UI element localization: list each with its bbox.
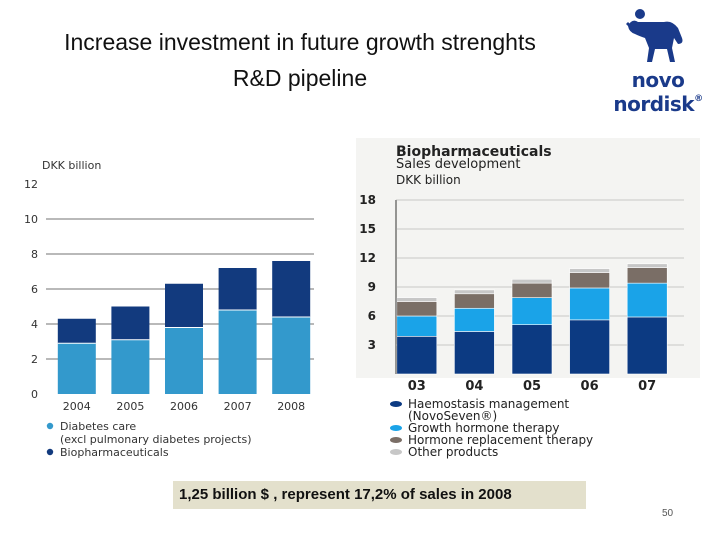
slide-title: Increase investment in future growth str… [0, 24, 600, 96]
right-legend-label: Other products [408, 445, 498, 459]
right-bar-segment [396, 301, 438, 317]
right-subtitle: Sales development [396, 157, 521, 172]
right-bar-segment [626, 263, 668, 268]
left-xtick-label: 2008 [277, 400, 305, 413]
title-line-2: R&D pipeline [232, 65, 368, 91]
left-bar-segment [165, 327, 203, 394]
diabetes-bio-chart: DKK billion 0 2 4 6 8 10 12 2004 2005 2006 2007 20… [24, 159, 314, 459]
right-ytick-label: 15 [359, 222, 376, 236]
right-bar-segment [454, 289, 495, 295]
right-bar-segment [511, 324, 553, 375]
left-xtick-label: 2006 [170, 400, 198, 413]
right-ytick-label: 18 [359, 193, 376, 207]
left-legend-label-cont: (excl pulmonary diabetes projects) [60, 433, 252, 446]
left-ytick-label: 6 [31, 283, 38, 296]
left-bar-segment [57, 318, 96, 344]
right-ytick-label: 6 [368, 309, 376, 323]
right-bar-segment [511, 278, 553, 284]
left-xtick-label: 2005 [116, 400, 144, 413]
right-legend-label: Growth hormone therapy [408, 421, 559, 435]
bull-emblem-icon [626, 9, 683, 63]
left-bar-segment [111, 306, 150, 340]
left-legend-marker [46, 448, 54, 456]
left-bar-segment [218, 310, 257, 394]
right-xtick-label: 07 [638, 379, 656, 394]
right-bar-segment [454, 293, 495, 309]
right-bar-segment [569, 319, 610, 375]
right-xtick-label: 03 [408, 379, 426, 394]
right-bar-segment [626, 316, 668, 375]
right-bar-segment [511, 282, 553, 298]
left-bar-segment [272, 317, 311, 394]
left-bar-segment [218, 268, 257, 310]
left-ylabel: DKK billion [42, 159, 101, 172]
left-ytick-label: 8 [31, 248, 38, 261]
left-bar-segment [57, 343, 96, 394]
right-bar-segment [569, 268, 610, 273]
right-bar-segment [454, 331, 495, 375]
left-legend-label: Diabetes care [60, 420, 136, 433]
callout-box: 1,25 billion $ , represent 17,2% of sale… [173, 481, 586, 509]
right-xtick-label: 04 [465, 379, 483, 394]
right-ytick-label: 12 [359, 251, 376, 265]
right-bar-segment [626, 267, 668, 284]
right-bar-segment [396, 297, 438, 302]
right-legend-marker [390, 449, 402, 455]
logo-text: novo nordisk® [613, 68, 703, 116]
right-legend-marker [390, 437, 402, 443]
left-xtick-label: 2004 [63, 400, 91, 413]
left-bar-segment [165, 283, 203, 328]
left-xtick-label: 2007 [224, 400, 252, 413]
left-ytick-label: 10 [24, 213, 38, 226]
right-xtick-label: 06 [581, 379, 599, 394]
right-title: Biopharmaceuticals [396, 144, 552, 160]
right-ytick-label: 9 [368, 280, 376, 294]
left-bar-segment [111, 339, 150, 394]
biopharma-sales-chart: Biopharmaceuticals Sales development DKK… [356, 138, 700, 459]
right-xtick-label: 05 [523, 379, 541, 394]
right-bar-segment [511, 297, 553, 325]
right-legend-label-cont: (NovoSeven®) [408, 409, 497, 423]
left-legend-label: Biopharmaceuticals [60, 446, 169, 459]
right-legend-marker [390, 401, 402, 407]
right-bar-segment [454, 307, 495, 332]
title-line-1: Increase investment in future growth str… [64, 29, 536, 55]
right-bar-segment [396, 315, 438, 337]
right-legend-label: Haemostasis management [408, 397, 569, 411]
left-ytick-label: 2 [31, 353, 38, 366]
page-number: 50 [662, 508, 674, 519]
right-bar-segment [569, 272, 610, 289]
novo-nordisk-logo: novo nordisk® [598, 4, 718, 116]
left-ytick-label: 4 [31, 318, 38, 331]
left-bar-segment [272, 261, 311, 317]
right-bar-segment [396, 336, 438, 375]
right-bar-segment [626, 282, 668, 318]
right-ylabel: DKK billion [396, 173, 461, 187]
left-ytick-label: 0 [31, 388, 38, 401]
right-legend-marker [390, 425, 402, 431]
right-ytick-label: 3 [368, 338, 376, 352]
right-legend-label: Hormone replacement therapy [408, 433, 593, 447]
right-bar-segment [569, 287, 610, 321]
left-legend-marker [46, 422, 54, 430]
left-ytick-label: 12 [24, 178, 38, 191]
